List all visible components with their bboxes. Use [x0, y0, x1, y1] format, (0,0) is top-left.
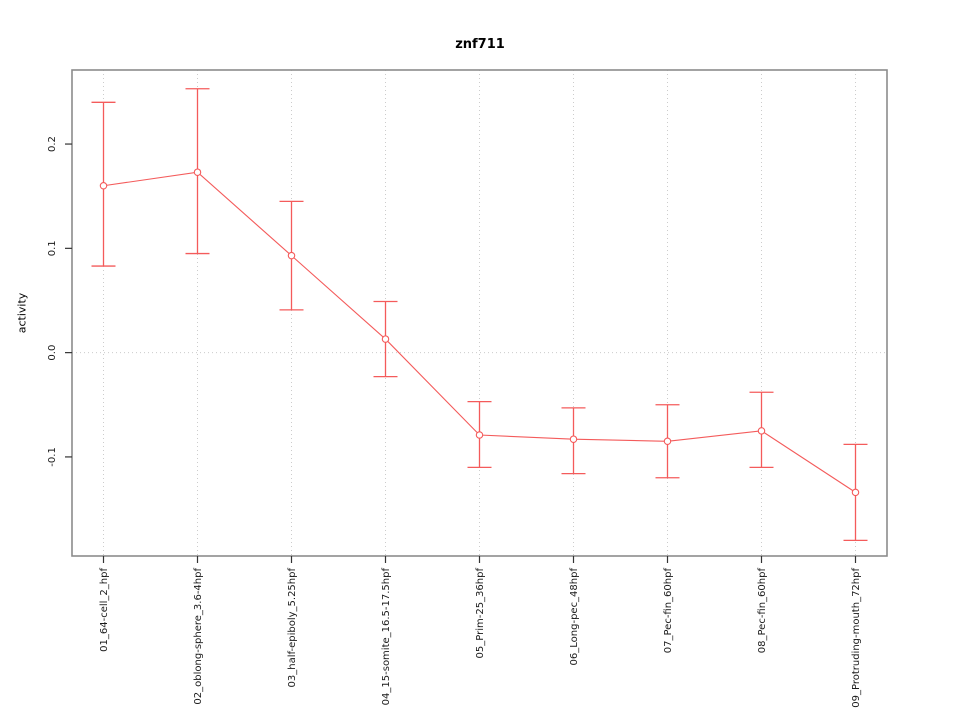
y-tick-label: 0.1 [47, 240, 58, 256]
y-tick-label: 0.2 [47, 136, 58, 152]
x-tick-label: 04_15-somite_16.5-17.5hpf [381, 568, 392, 706]
x-tick-label: 02_oblong-sphere_3.6-4hpf [193, 568, 204, 705]
data-point-marker [757, 427, 766, 435]
x-tick-label: 09_Protruding-mouth_72hpf [851, 568, 862, 708]
data-point-marker [475, 431, 484, 439]
data-point-marker [851, 488, 860, 497]
data-point-marker [663, 437, 672, 446]
data-point-marker [569, 435, 578, 443]
x-tick-label: 06_Long-pec_48hpf [569, 568, 580, 666]
data-point-marker [99, 182, 108, 190]
data-point-marker [287, 251, 296, 260]
y-axis-label: activity [15, 292, 29, 334]
x-tick-label: 07_Pec-fin_60hpf [663, 568, 674, 654]
x-tick-label: 01_64-cell_2_hpf [99, 568, 110, 652]
x-tick-label: 05_Prim-25_36hpf [475, 568, 486, 659]
data-point-marker [193, 168, 202, 176]
y-tick-label: 0.0 [47, 345, 58, 361]
x-tick-label: 08_Pec-fin_60hpf [757, 568, 768, 654]
x-tick-label: 03_half-epiboly_5.25hpf [287, 568, 298, 688]
chart-title: znf711 [455, 37, 505, 52]
y-tick-label: -0.1 [47, 447, 58, 467]
data-point-marker [381, 335, 390, 343]
